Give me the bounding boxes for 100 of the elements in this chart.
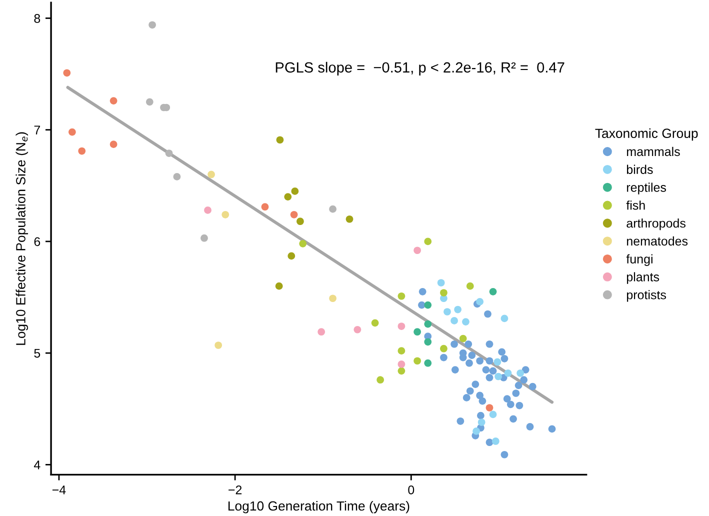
point [468,352,476,359]
point [477,412,484,420]
point [472,428,480,435]
point [398,367,406,375]
point [275,282,283,290]
point [296,218,304,226]
point [466,359,473,367]
point [276,136,284,144]
legend-title: Taxonomic Group [595,128,698,141]
point [478,397,486,405]
y-tick-label: 7 [34,126,40,134]
point [424,238,432,246]
legend-label: arthropods [626,218,686,230]
point [200,234,208,242]
point [329,294,336,302]
point [486,357,494,365]
point [444,308,451,316]
x-axis-title: Log10 Generation Time (years) [228,500,410,514]
point [548,425,556,433]
x-tick-label: −2 [228,485,242,494]
point [464,340,472,348]
legend-label: fish [626,200,645,210]
point [261,203,269,211]
point [459,334,467,342]
point [68,128,76,136]
point [520,376,528,384]
point [462,318,470,326]
point [451,366,459,374]
point [63,69,71,77]
point [504,369,512,377]
point [486,340,494,348]
point [498,348,506,356]
point [288,252,296,260]
point [516,369,524,377]
point [398,360,406,368]
point [398,347,406,354]
point [500,354,508,362]
point [512,390,520,397]
point [222,210,230,218]
point [290,210,298,218]
point [208,170,215,178]
y-tick-label: 4 [34,460,40,470]
point [299,240,307,248]
point [284,193,292,200]
point [291,188,299,195]
point [318,328,326,336]
point [371,319,379,327]
point [466,387,474,395]
point [173,173,181,180]
point [450,340,458,348]
point [440,289,448,296]
legend-label: plants [626,272,660,284]
point [462,394,470,402]
point [472,380,480,388]
point [456,417,464,425]
point [110,140,118,148]
y-tick-label: 5 [34,348,40,358]
point [494,372,502,380]
x-tick-label: 0 [408,485,414,494]
annotation: PGLS slope = −0.51, p < 2.2e-16, R² = 0.47 [276,62,564,76]
point [526,423,534,430]
legend-label: nematodes [626,236,688,246]
point [414,357,421,365]
legend-label: birds [626,164,653,174]
point [440,344,448,352]
point [476,298,484,306]
y-axis-title: Log10 Effective Population Size (N$_{e}$) [16,132,28,345]
point [492,438,500,445]
point [354,326,362,334]
point [466,282,474,290]
point [424,320,432,328]
point [398,322,406,330]
point [424,338,432,346]
point [214,342,222,349]
point [494,358,502,366]
point [376,376,384,384]
point [450,317,458,324]
point [78,147,86,155]
point [486,404,494,412]
point [418,288,426,296]
point [165,150,173,157]
legend-label: protists [626,290,666,302]
point [437,279,445,286]
point [440,354,448,362]
x-tick-label: −4 [52,486,66,494]
point [500,314,508,322]
point [482,366,490,374]
y-tick-label: 6 [34,237,40,246]
point [489,410,497,418]
point [528,382,536,390]
point [146,98,154,106]
point [522,366,530,374]
point [503,395,511,402]
point [398,292,406,300]
point [476,392,484,400]
point [110,97,118,104]
point [478,418,486,426]
point [414,246,421,254]
point [454,306,462,314]
point [424,301,432,309]
